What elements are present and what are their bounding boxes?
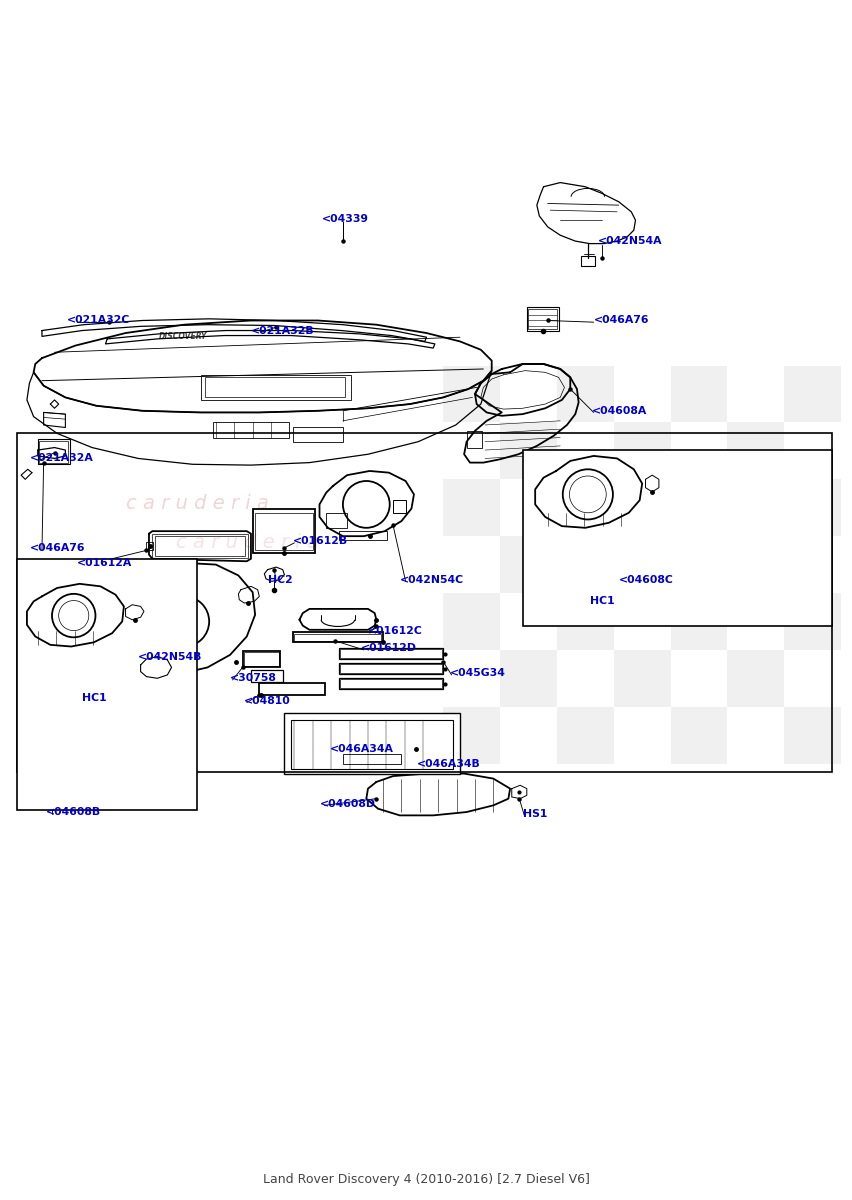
Bar [340, 664, 441, 673]
Text: <30758: <30758 [230, 673, 277, 683]
Bar [291, 720, 452, 768]
Text: HC2: HC2 [268, 575, 292, 584]
Bar [343, 754, 401, 763]
Text: c a r u d e r i a: c a r u d e r i a [176, 533, 318, 552]
Bar [340, 649, 441, 659]
Bar [727, 650, 783, 707]
Bar [294, 634, 381, 641]
Bar [17, 559, 196, 810]
Text: <042N54A: <042N54A [597, 236, 662, 246]
Bar [580, 256, 594, 266]
Text: <046A76: <046A76 [593, 316, 648, 325]
Bar [443, 366, 499, 422]
Bar [200, 374, 351, 400]
Bar [393, 500, 406, 512]
Bar [338, 648, 443, 659]
Bar [17, 433, 831, 772]
Text: <01612B: <01612B [292, 536, 348, 546]
Bar [292, 632, 383, 642]
Bar [670, 707, 727, 763]
Bar [556, 707, 613, 763]
Bar [783, 479, 840, 536]
Text: <04810: <04810 [244, 696, 291, 706]
Bar [670, 479, 727, 536]
Text: <04339: <04339 [321, 214, 369, 223]
Bar [783, 707, 840, 763]
Text: <042N54C: <042N54C [400, 575, 463, 584]
Text: <046A34A: <046A34A [330, 744, 394, 754]
Bar [153, 534, 247, 558]
Bar [527, 307, 558, 330]
Text: HS1: HS1 [522, 809, 546, 818]
Bar [250, 670, 282, 682]
Bar [338, 678, 443, 689]
Text: <046A76: <046A76 [29, 542, 85, 553]
Bar [443, 593, 499, 650]
Bar [466, 431, 481, 448]
Bar [340, 679, 441, 689]
Bar [499, 536, 556, 593]
Text: <04608D: <04608D [320, 799, 375, 809]
Bar [522, 450, 831, 625]
Text: <04608C: <04608C [618, 575, 673, 584]
Text: <046A34B: <046A34B [416, 758, 480, 768]
Bar [499, 422, 556, 479]
Bar [255, 512, 313, 551]
Text: <04608A: <04608A [591, 406, 647, 415]
Bar [670, 366, 727, 422]
Bar [783, 366, 840, 422]
Bar [37, 439, 70, 464]
Bar [670, 593, 727, 650]
Bar [284, 713, 459, 774]
Bar [204, 377, 345, 397]
Bar [499, 650, 556, 707]
Bar [259, 683, 324, 695]
Bar [39, 440, 68, 463]
Bar [292, 427, 343, 442]
Text: HC1: HC1 [82, 694, 106, 703]
Bar [155, 536, 245, 557]
Text: HC1: HC1 [589, 595, 613, 606]
Text: <01612D: <01612D [361, 643, 417, 653]
Bar [443, 479, 499, 536]
Bar [325, 512, 347, 528]
Text: <04608B: <04608B [46, 808, 101, 817]
Text: <01612C: <01612C [367, 626, 423, 636]
Bar [727, 422, 783, 479]
Bar [443, 707, 499, 763]
Bar [556, 366, 613, 422]
Text: <045G34: <045G34 [449, 668, 505, 678]
Bar [528, 308, 556, 329]
Bar [556, 593, 613, 650]
Bar [556, 479, 613, 536]
Bar [147, 542, 153, 551]
Text: <042N54B: <042N54B [138, 652, 202, 661]
Bar [783, 593, 840, 650]
Bar [252, 510, 315, 553]
Bar [213, 422, 288, 438]
Text: <021A32C: <021A32C [67, 316, 130, 325]
Text: <01612A: <01612A [77, 558, 132, 568]
Bar [613, 422, 670, 479]
Text: Land Rover Discovery 4 (2010-2016) [2.7 Diesel V6]: Land Rover Discovery 4 (2010-2016) [2.7 … [262, 1172, 590, 1186]
Text: DISCOVERY: DISCOVERY [158, 332, 207, 341]
Bar [613, 650, 670, 707]
Bar [338, 664, 443, 674]
Bar [338, 532, 387, 540]
Text: <021A32A: <021A32A [29, 454, 93, 463]
Text: <021A32B: <021A32B [250, 325, 314, 336]
Text: c a r u d e r i a: c a r u d e r i a [125, 493, 268, 512]
Bar [242, 650, 279, 667]
Bar [613, 536, 670, 593]
Bar [727, 536, 783, 593]
Bar [244, 653, 279, 666]
